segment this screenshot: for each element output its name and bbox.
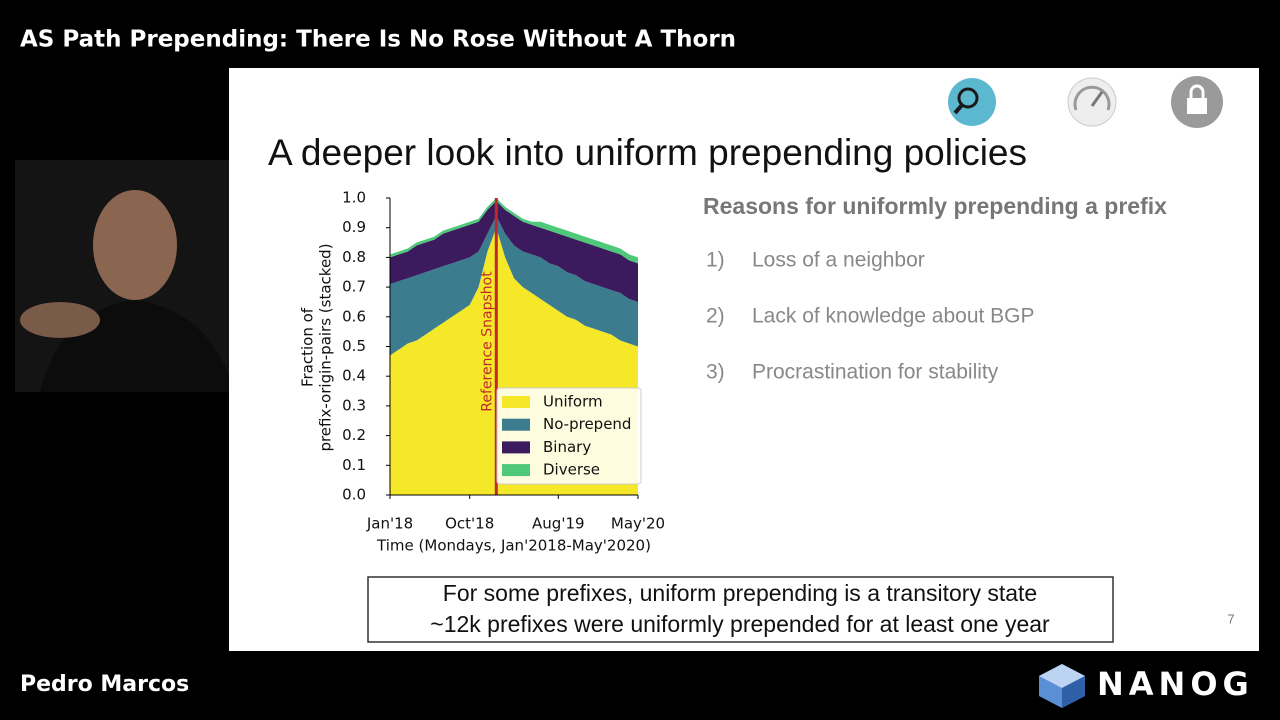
webcam (15, 160, 243, 392)
y-axis-label: prefix-origin-pairs (stacked) (317, 243, 335, 451)
legend-swatch (502, 418, 530, 431)
y-axis-label: Fraction of (299, 307, 317, 387)
callout-box (367, 576, 1114, 643)
reason-text: Lack of knowledge about BGP (752, 305, 1035, 328)
legend-swatch (502, 464, 530, 477)
reason-number: 3) (706, 361, 725, 384)
legend-label: No-prepend (543, 415, 631, 433)
legend-swatch (502, 396, 530, 408)
nanog-logo: NANOG (1097, 665, 1254, 703)
talk-title: AS Path Prepending: There Is No Rose Wit… (20, 27, 736, 53)
hand (20, 302, 100, 338)
nanog-logo-mark (1039, 664, 1085, 708)
y-tick-label: 0.0 (342, 486, 366, 504)
x-tick-label: Jan'18 (366, 515, 413, 533)
callout-line: ~12k prefixes were uniformly prepended f… (430, 611, 1050, 637)
reasons-heading: Reasons for uniformly prepending a prefi… (703, 193, 1167, 219)
page-number: 7 (1227, 611, 1234, 626)
x-tick-label: Oct'18 (445, 515, 494, 533)
reason-number: 2) (706, 305, 725, 328)
slide-title: A deeper look into uniform prepending po… (268, 132, 1027, 173)
reason-text: Procrastination for stability (752, 361, 999, 384)
gauge-arc (1073, 85, 1111, 111)
y-tick-label: 0.1 (342, 456, 366, 474)
gauge-needle (1090, 91, 1104, 107)
gauge-icon (1067, 77, 1117, 127)
speaker-name: Pedro Marcos (20, 672, 189, 697)
legend-box (496, 387, 642, 485)
y-tick-label: 0.2 (342, 426, 366, 444)
area-series (390, 200, 638, 302)
face (93, 190, 177, 300)
legend-label: Binary (543, 438, 591, 456)
y-tick-label: 0.5 (342, 337, 366, 355)
area-series (390, 215, 638, 356)
y-tick-label: 0.6 (342, 307, 366, 325)
legend-label: Diverse (543, 461, 600, 479)
y-tick-label: 0.7 (342, 278, 366, 296)
reason-text: Loss of a neighbor (752, 249, 925, 272)
chart: Reference Snapshot 0.0 0.1 0.2 0.3 0.4 0.5 0.6 0… (299, 189, 666, 555)
y-tick-label: 0.4 (342, 367, 366, 385)
search-glass (957, 87, 979, 109)
slide-icons (948, 76, 1223, 128)
y-tick-label: 0.8 (342, 248, 366, 266)
y-tick-label: 0.3 (342, 396, 366, 414)
x-axis-label: Time (Mondays, Jan'2018-May'2020) (376, 537, 651, 555)
reason-number: 1) (706, 249, 725, 272)
lock-body (1187, 98, 1207, 114)
x-tick-label: Aug'19 (532, 515, 585, 533)
search-handle (953, 103, 964, 115)
y-tick-label: 0.9 (342, 218, 366, 236)
search-icon (948, 78, 996, 126)
callout-line: For some prefixes, uniform prepending is… (443, 580, 1037, 606)
legend-swatch (502, 441, 530, 454)
lock-shackle (1189, 84, 1205, 98)
reference-label: Reference Snapshot (479, 271, 495, 412)
legend-label: Uniform (543, 393, 603, 411)
logo-side (1062, 676, 1085, 708)
y-tick-label: 1.0 (342, 189, 366, 207)
x-tick-label: May'20 (611, 515, 665, 533)
